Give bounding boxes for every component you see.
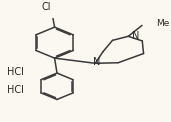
Text: N: N <box>93 57 100 67</box>
Text: HCl: HCl <box>7 85 24 95</box>
Text: HCl: HCl <box>7 67 24 77</box>
Text: N: N <box>132 31 140 41</box>
Text: Cl: Cl <box>42 2 51 12</box>
Text: Me: Me <box>156 19 169 28</box>
